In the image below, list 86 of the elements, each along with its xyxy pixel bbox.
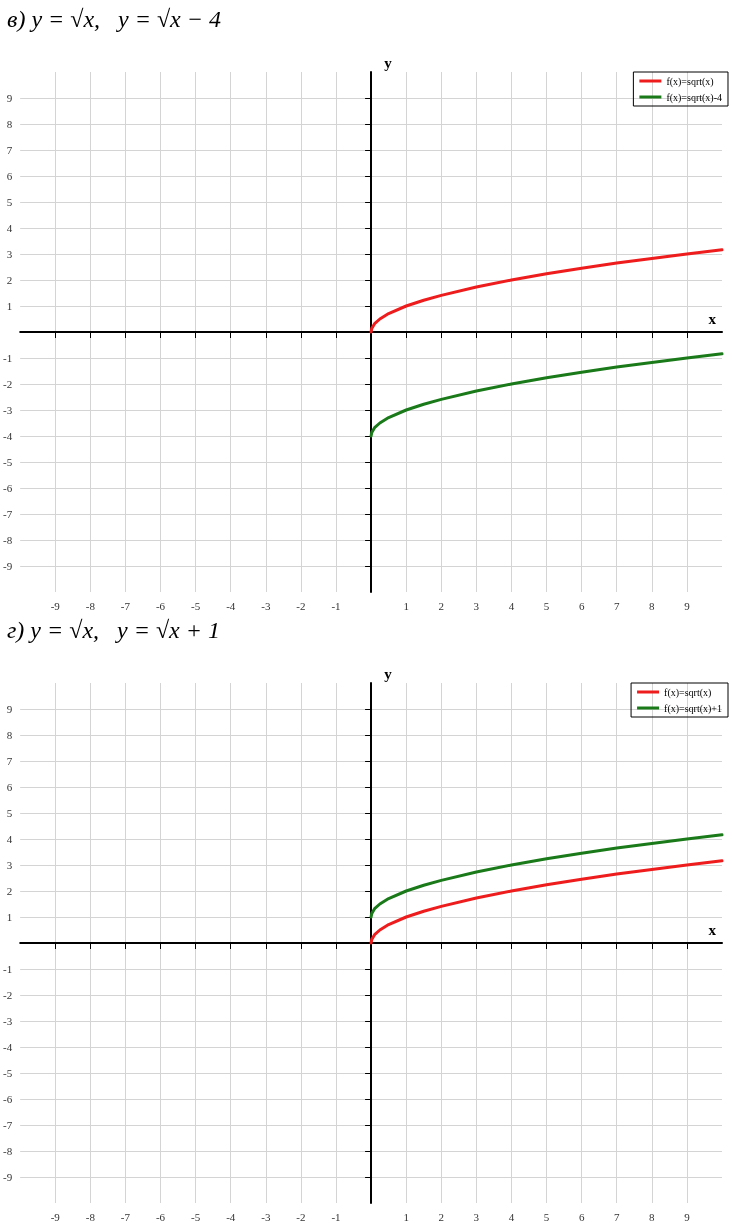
y-tick-label: -5 <box>2 456 13 468</box>
x-tick-label: 2 <box>438 1210 445 1223</box>
y-tick-label: -6 <box>2 482 13 494</box>
line-series <box>369 248 724 334</box>
y-tick-label: -9 <box>2 560 13 572</box>
x-tick-label: 2 <box>438 599 445 612</box>
x-tick-label: 6 <box>578 1210 585 1223</box>
x-tick-label: 8 <box>649 599 656 612</box>
chart-title: г) y = √x, y = √x + 1 <box>7 617 220 643</box>
y-tick-label: 7 <box>6 144 13 156</box>
x-tick-label: -4 <box>226 599 236 612</box>
y-tick-label: -4 <box>2 430 13 442</box>
x-tick-label: -4 <box>226 1210 236 1223</box>
x-tick-label: -5 <box>191 1210 201 1223</box>
x-tick-label: 9 <box>684 1210 691 1223</box>
line-series <box>369 833 724 919</box>
y-tick-label: -3 <box>2 404 13 416</box>
x-tick-label: -3 <box>261 1210 271 1223</box>
x-tick-label: 7 <box>613 1210 620 1223</box>
y-tick-label: -7 <box>2 508 13 520</box>
y-tick-label: 6 <box>6 170 13 182</box>
x-tick-label: 3 <box>473 599 480 612</box>
x-tick-label: 8 <box>649 1210 656 1223</box>
x-tick-label: -7 <box>120 599 131 612</box>
y-tick-label: 8 <box>6 729 13 741</box>
x-tick-label: -8 <box>85 1210 96 1223</box>
x-tick-label: 5 <box>543 1210 550 1223</box>
y-tick-label: -1 <box>2 352 13 364</box>
x-tick-label: -8 <box>85 599 96 612</box>
x-tick-label: -9 <box>50 1210 61 1223</box>
line-series <box>369 352 724 438</box>
x-tick-label: -7 <box>120 1210 131 1223</box>
x-tick-label: -6 <box>155 1210 166 1223</box>
y-tick-label: 1 <box>6 300 13 312</box>
x-tick-label: -5 <box>191 599 201 612</box>
line-series <box>369 859 724 945</box>
x-tick-label: 3 <box>473 1210 480 1223</box>
y-tick-label: 1 <box>6 911 13 923</box>
y-tick-label: 4 <box>6 222 13 234</box>
y-tick-label: 4 <box>6 833 13 845</box>
x-tick-label: 6 <box>578 599 585 612</box>
legend-label: f(x)=sqrt(x)-4 <box>666 91 722 104</box>
x-tick-label: 9 <box>684 599 691 612</box>
y-tick-label: -3 <box>2 1015 13 1027</box>
legend-label: f(x)=sqrt(x) <box>664 686 712 699</box>
legend-label: f(x)=sqrt(x)+1 <box>664 702 723 715</box>
y-tick-label: 5 <box>6 196 13 208</box>
y-tick-label: -2 <box>2 378 13 390</box>
chart-title: в) y = √x, y = √x − 4 <box>7 6 221 32</box>
x-tick-label: 5 <box>543 599 550 612</box>
y-tick-label: 3 <box>6 859 13 871</box>
y-tick-label: -2 <box>2 989 13 1001</box>
x-tick-label: -2 <box>296 1210 306 1223</box>
y-tick-label: -9 <box>2 1171 13 1183</box>
x-tick-label: 1 <box>403 599 409 612</box>
y-tick-label: 5 <box>6 807 13 819</box>
x-axis-title: x <box>708 921 717 938</box>
x-axis-title: x <box>708 310 717 327</box>
y-tick-label: 6 <box>6 781 13 793</box>
y-tick-label: 2 <box>6 885 13 897</box>
y-tick-label: -8 <box>2 1145 13 1157</box>
y-axis-title: y <box>384 54 393 71</box>
y-tick-label: 3 <box>6 248 13 260</box>
y-tick-label: -5 <box>2 1067 13 1079</box>
x-tick-label: -2 <box>296 599 306 612</box>
y-tick-label: -8 <box>2 534 13 546</box>
y-axis-title: y <box>384 665 393 682</box>
y-tick-label: -4 <box>2 1041 13 1053</box>
y-tick-label: 7 <box>6 755 13 767</box>
y-tick-label: 8 <box>6 118 13 130</box>
legend-label: f(x)=sqrt(x) <box>666 75 714 88</box>
x-tick-label: 7 <box>613 599 620 612</box>
y-tick-label: 2 <box>6 274 13 286</box>
x-tick-label: -1 <box>331 599 341 612</box>
x-tick-label: -3 <box>261 599 271 612</box>
y-tick-label: -6 <box>2 1093 13 1105</box>
y-tick-label: 9 <box>6 92 13 104</box>
x-tick-label: 4 <box>508 1210 515 1223</box>
y-tick-label: -1 <box>2 963 13 975</box>
x-tick-label: -1 <box>331 1210 341 1223</box>
y-tick-label: -7 <box>2 1119 13 1131</box>
y-tick-label: 9 <box>6 703 13 715</box>
x-tick-label: -6 <box>155 599 166 612</box>
x-tick-label: 1 <box>403 1210 409 1223</box>
x-tick-label: 4 <box>508 599 515 612</box>
x-tick-label: -9 <box>50 599 61 612</box>
